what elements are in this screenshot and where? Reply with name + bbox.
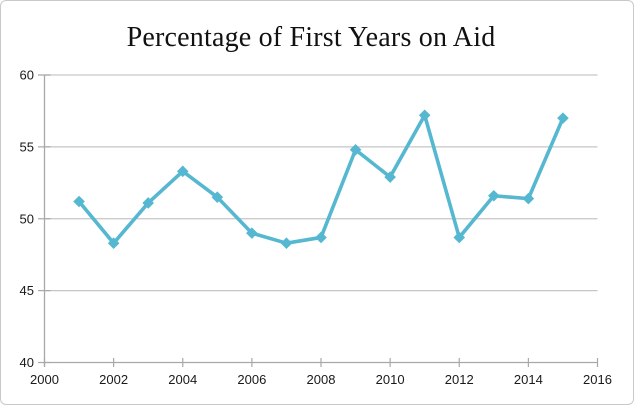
data-point-2002 [107,237,120,249]
series-line [77,113,565,245]
data-point-2011 [418,109,431,122]
y-tick-label-50: 50 [20,211,34,226]
x-tick-label-2010: 2010 [376,372,405,387]
data-point-2013 [488,189,500,202]
chart-title: Percentage of First Years on Aid [126,22,496,53]
x-tick-label-2016: 2016 [583,372,612,387]
data-point-2008 [315,231,327,244]
data-point-2015 [557,112,569,124]
x-tick-label-2008: 2008 [307,372,336,387]
y-tick-label-40: 40 [20,355,34,370]
y-tick-label-60: 60 [20,68,34,83]
x-tick-label-2004: 2004 [168,372,197,387]
data-point-2003 [142,197,154,209]
x-tick-label-2012: 2012 [445,372,474,387]
data-point-2009 [349,143,362,156]
x-tick-label-2000: 2000 [30,372,59,387]
x-tick-label-2014: 2014 [514,372,543,387]
data-point-2014 [522,192,535,205]
x-tick-label-2002: 2002 [99,372,128,387]
x-tick-label-2006: 2006 [237,372,266,387]
data-point-2006 [246,227,258,239]
y-tick-label-45: 45 [20,283,34,298]
data-point-2004 [176,165,189,178]
data-point-2007 [280,237,293,249]
data-point-2010 [384,171,396,183]
data-point-2005 [211,191,224,203]
data-point-2012 [453,231,466,244]
y-tick-label-55: 55 [20,139,34,154]
data-point-2001 [73,195,85,208]
